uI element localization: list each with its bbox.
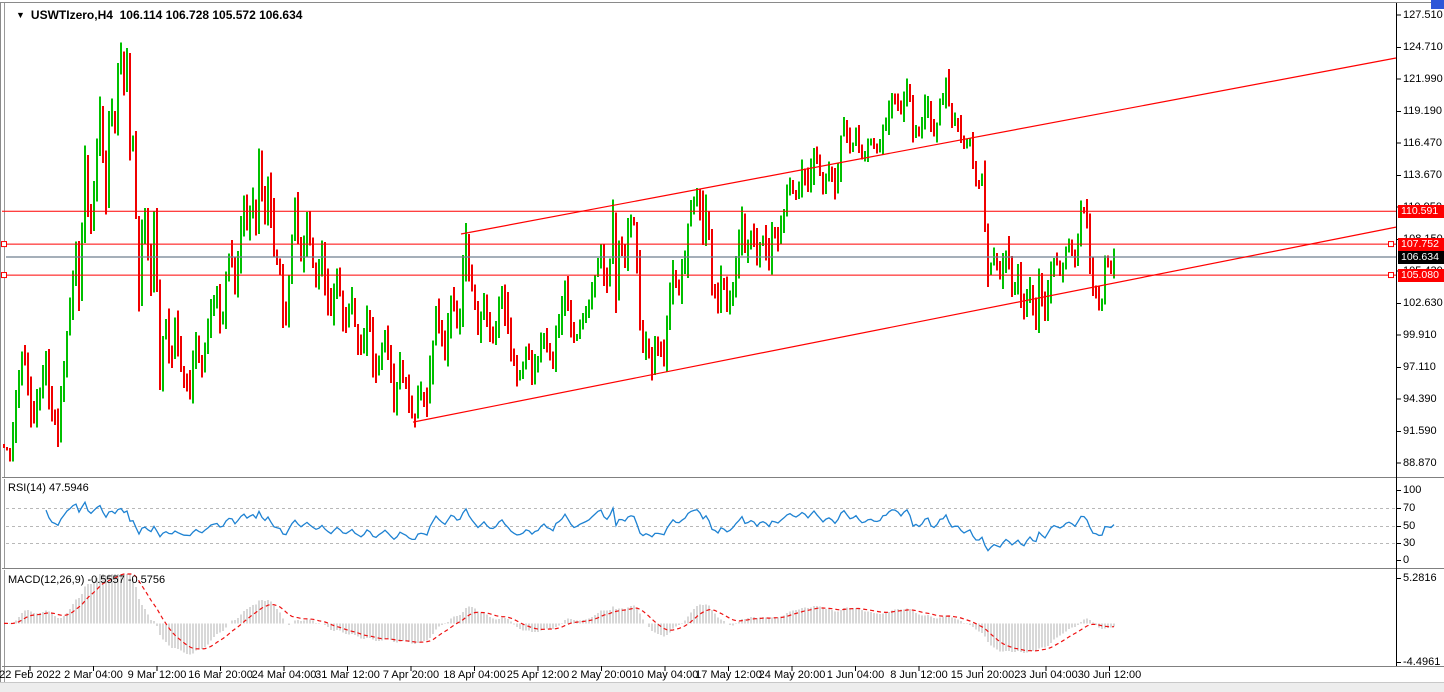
price-badge-105.080: 105.080 — [1398, 268, 1444, 282]
price-axis-tick: 119.190 — [1403, 105, 1442, 118]
hline-handle-right-105.08[interactable] — [1388, 272, 1394, 279]
time-axis-label: 30 Jun 12:00 — [1077, 669, 1142, 681]
time-axis-label: 24 Mar 04:00 — [251, 669, 317, 681]
symbol-dropdown-icon[interactable]: ▼ — [16, 10, 25, 20]
hline-handle-left-107.752[interactable] — [1, 241, 7, 248]
price-axis-tick: 99.910 — [1403, 328, 1437, 341]
price-axis-tick: 113.670 — [1403, 169, 1442, 182]
time-axis-label: 2 Mar 04:00 — [64, 669, 123, 681]
chart-title: ▼ USWTIzero,H4 106.114 106.728 105.572 10… — [16, 8, 302, 22]
price-axis-tick: 121.990 — [1403, 72, 1443, 85]
time-axis-label: 2 May 20:00 — [571, 669, 632, 681]
window-corner-accent — [1431, 0, 1444, 9]
price-axis-tick: 116.470 — [1403, 136, 1442, 149]
price-bars[interactable] — [3, 42, 1115, 462]
macd-label: MACD(12,26,9) -0.5557 -0.5756 — [8, 574, 166, 586]
time-axis-label: 31 Mar 12:00 — [315, 669, 380, 681]
trendline-channel-lower[interactable] — [412, 226, 1397, 423]
time-axis-label: 16 Mar 20:00 — [188, 669, 253, 681]
time-axis-label: 22 Feb 2022 — [0, 669, 61, 681]
ohlc-readout: 106.114 106.728 105.572 106.634 — [119, 8, 303, 22]
rsi-line — [45, 500, 1115, 552]
window-bottom-strip — [0, 682, 1444, 692]
price-badge-110.591: 110.591 — [1398, 204, 1444, 218]
time-axis-label: 23 Jun 04:00 — [1014, 669, 1078, 681]
hline-handle-right-107.752[interactable] — [1388, 241, 1394, 248]
price-axis-tick: 127.510 — [1403, 9, 1443, 21]
time-axis-label: 10 May 04:00 — [631, 669, 699, 681]
price-axis-tick: 97.110 — [1403, 361, 1436, 374]
rsi-label: RSI(14) 47.5946 — [8, 482, 89, 494]
price-axis-tick: 102.630 — [1403, 297, 1443, 310]
macd-axis-tick: -4.4961 — [1403, 656, 1441, 668]
time-axis-label: 9 Mar 12:00 — [127, 669, 187, 681]
macd-signal-line — [4, 573, 1115, 652]
price-badge-107.752: 107.752 — [1398, 237, 1444, 251]
rsi-axis-tick: 70 — [1403, 502, 1416, 514]
trendline-channel-upper[interactable] — [460, 57, 1397, 235]
time-axis-label: 1 Jun 04:00 — [826, 669, 885, 681]
macd-histogram — [6, 574, 1115, 655]
time-axis-label: 8 Jun 12:00 — [890, 669, 948, 681]
time-axis-label: 15 Jun 20:00 — [950, 669, 1015, 681]
price-badge-106.634: 106.634 — [1398, 250, 1444, 264]
time-axis-label: 7 Apr 20:00 — [382, 669, 440, 681]
hline-handle-left-105.08[interactable] — [1, 272, 7, 279]
price-axis-tick: 94.390 — [1403, 392, 1437, 405]
price-axis-tick: 88.870 — [1403, 456, 1437, 469]
time-axis-label: 25 Apr 12:00 — [506, 669, 570, 681]
time-axis-label: 17 May 12:00 — [695, 669, 762, 681]
time-axis-label: 18 Apr 04:00 — [443, 669, 506, 681]
rsi-axis-tick: 100 — [1403, 484, 1422, 496]
symbol-label: USWTIzero,H4 — [30, 8, 113, 22]
rsi-axis-tick: 30 — [1403, 537, 1416, 549]
price-axis-tick: 124.710 — [1403, 41, 1443, 54]
macd-axis-tick: 5.2816 — [1403, 572, 1437, 584]
price-axis-tick: 91.590 — [1403, 425, 1437, 438]
time-axis-label: 24 May 20:00 — [758, 669, 826, 681]
rsi-axis-tick: 50 — [1403, 520, 1416, 532]
rsi-axis-tick: 0 — [1403, 554, 1410, 566]
